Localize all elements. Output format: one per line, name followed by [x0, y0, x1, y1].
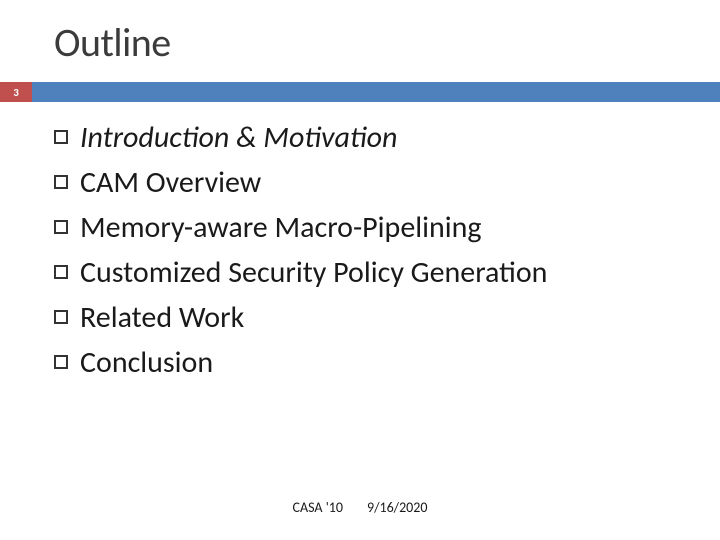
bullet-icon	[54, 355, 68, 369]
bullet-icon	[54, 220, 68, 234]
bullet-icon	[54, 130, 68, 144]
list-item: CAM Overview	[54, 163, 680, 202]
footer: CASA '10 9/16/2020	[0, 499, 720, 516]
page-number-box: 3	[0, 82, 32, 102]
list-item-label: CAM Overview	[80, 163, 261, 202]
slide-title: Outline	[54, 18, 171, 67]
list-item: Introduction & Motivation	[54, 118, 680, 157]
bullet-icon	[54, 175, 68, 189]
outline-list: Introduction & Motivation CAM Overview M…	[54, 118, 680, 388]
footer-date: 9/16/2020	[367, 499, 427, 516]
divider-accent	[32, 82, 720, 102]
bullet-icon	[54, 310, 68, 324]
divider-bar: 3	[0, 82, 720, 102]
list-item: Customized Security Policy Generation	[54, 253, 680, 292]
list-item: Memory-aware Macro-Pipelining	[54, 208, 680, 247]
list-item-label: Customized Security Policy Generation	[80, 253, 547, 292]
page-number: 3	[13, 86, 19, 99]
list-item: Conclusion	[54, 343, 680, 382]
list-item-label: Conclusion	[80, 343, 213, 382]
list-item: Related Work	[54, 298, 680, 337]
footer-conference: CASA '10	[293, 499, 343, 516]
bullet-icon	[54, 265, 68, 279]
list-item-label: Memory-aware Macro-Pipelining	[80, 208, 482, 247]
slide: Outline 3 Introduction & Motivation CAM …	[0, 0, 720, 540]
list-item-label: Introduction & Motivation	[80, 118, 397, 157]
list-item-label: Related Work	[80, 298, 244, 337]
